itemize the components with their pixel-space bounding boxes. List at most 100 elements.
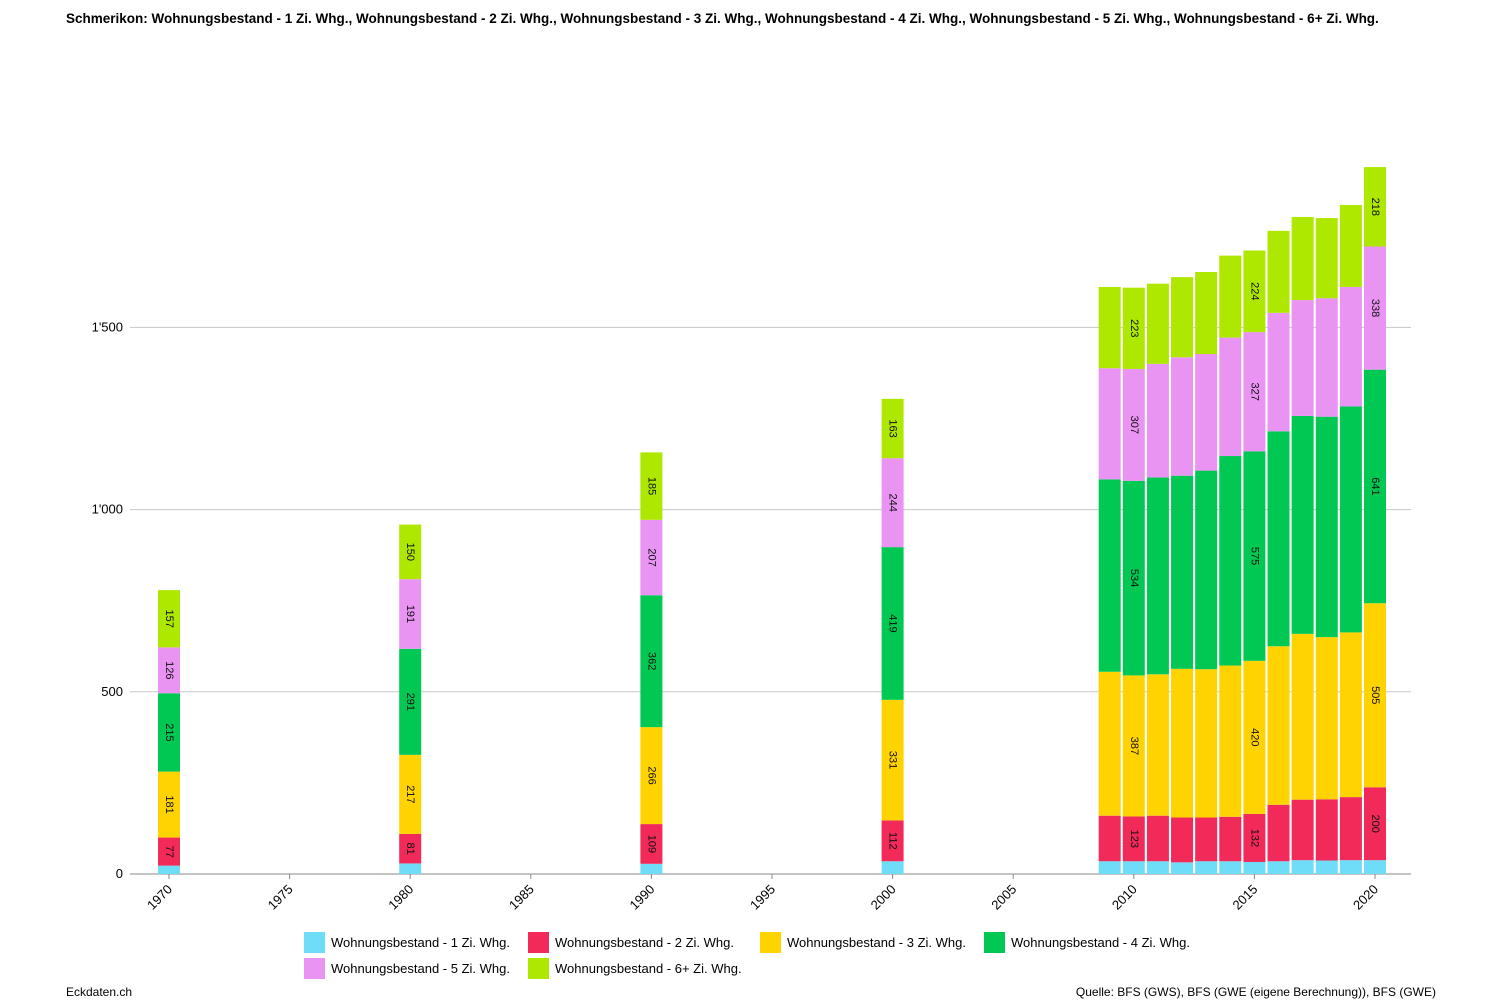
bar-segment	[1171, 475, 1194, 669]
bar-segment	[158, 771, 180, 838]
legend-swatch	[304, 932, 325, 953]
bar-segment	[1098, 368, 1121, 480]
bar-segment	[881, 398, 904, 459]
data-label: 307	[1128, 416, 1140, 434]
bar-segment	[1339, 204, 1362, 287]
data-label: 362	[645, 652, 657, 670]
bar-segment	[1315, 218, 1338, 299]
data-label: 112	[887, 832, 899, 850]
bar-segment	[1315, 637, 1338, 800]
x-tick-label: 1980	[385, 882, 416, 913]
data-label: 505	[1369, 686, 1381, 704]
bar-segment	[1195, 817, 1218, 862]
bar-segment	[1267, 431, 1290, 647]
bar-segment	[881, 699, 904, 821]
bar-segment	[1339, 860, 1362, 874]
bar-segment	[1364, 369, 1386, 604]
data-label: 215	[163, 723, 175, 741]
bar-segment	[1146, 815, 1169, 862]
bar-segment	[1171, 357, 1194, 476]
legend-item-5zi[interactable]: Wohnungsbestand - 5 Zi. Whg.	[304, 958, 510, 979]
bar-segment	[1267, 312, 1290, 432]
footer-brand[interactable]: Eckdaten.ch	[66, 985, 133, 999]
bar-segment	[1219, 861, 1242, 874]
bar-segment	[1315, 298, 1338, 417]
bar-segment	[881, 861, 904, 874]
data-label: 150	[404, 543, 416, 561]
legend-swatch	[984, 932, 1005, 953]
bar-segment	[1098, 815, 1121, 862]
data-label: 224	[1248, 282, 1260, 300]
bar-segment	[1267, 804, 1290, 862]
legend-swatch	[528, 958, 549, 979]
x-tick-label: 2015	[1229, 882, 1260, 913]
bar-segment	[1291, 216, 1314, 301]
x-tick-label: 1970	[144, 882, 175, 913]
bar-segment	[1122, 287, 1145, 369]
legend-item-1zi[interactable]: Wohnungsbestand - 1 Zi. Whg.	[304, 932, 510, 953]
bar-segment	[399, 754, 422, 834]
data-label: 132	[1248, 829, 1260, 847]
bar-segment	[640, 727, 663, 825]
data-label: 575	[1248, 547, 1260, 565]
bar-segment	[1146, 674, 1169, 816]
legend-label: Wohnungsbestand - 3 Zi. Whg.	[787, 935, 966, 950]
legend-item-3zi[interactable]: Wohnungsbestand - 3 Zi. Whg.	[760, 932, 966, 953]
x-tick-label: 1990	[626, 882, 657, 913]
bar-segment	[1122, 675, 1145, 817]
bar-segment	[1146, 861, 1169, 874]
bar-segment	[1219, 337, 1242, 457]
bar-segment	[1171, 277, 1194, 358]
data-label: 191	[404, 605, 416, 623]
y-tick-label: 500	[101, 684, 123, 699]
legend-item-4zi[interactable]: Wohnungsbestand - 4 Zi. Whg.	[984, 932, 1190, 953]
bar-segment	[1098, 479, 1121, 672]
bar-segment	[399, 863, 422, 874]
legend-item-6zi[interactable]: Wohnungsbestand - 6+ Zi. Whg.	[528, 958, 742, 979]
bar-segment	[1364, 246, 1386, 370]
x-tick-label: 1975	[265, 882, 296, 913]
bar-segment	[1291, 415, 1314, 634]
bar-segment	[1291, 860, 1314, 874]
footer-source: Quelle: BFS (GWS), BFS (GWE (eigene Bere…	[1075, 985, 1436, 999]
data-label: 641	[1369, 477, 1381, 495]
x-tick-label: 2010	[1109, 882, 1140, 913]
legend-label: Wohnungsbestand - 2 Zi. Whg.	[555, 935, 734, 950]
bar-segment	[1122, 816, 1145, 862]
data-label: 200	[1369, 815, 1381, 833]
data-label: 109	[645, 835, 657, 853]
y-tick-label: 0	[116, 866, 123, 881]
data-label: 123	[1128, 830, 1140, 848]
legend-swatch	[528, 932, 549, 953]
data-label: 419	[887, 614, 899, 632]
data-label: 244	[887, 493, 899, 511]
bar-segment	[1315, 416, 1338, 638]
bar-segment	[1243, 332, 1266, 452]
y-tick-label: 1'000	[92, 502, 123, 517]
bar-segment	[881, 458, 904, 548]
bar-segment	[1219, 456, 1242, 666]
bar-segment	[399, 648, 422, 755]
data-label: 327	[1248, 383, 1260, 401]
bar-segment	[158, 647, 180, 694]
bar-segment	[1339, 797, 1362, 861]
bar-segment	[1219, 816, 1242, 862]
bar-segment	[1243, 861, 1266, 874]
bar-segment	[1122, 368, 1145, 481]
bar-segment	[1267, 230, 1290, 313]
bar-segment	[1219, 665, 1242, 817]
data-label: 217	[404, 785, 416, 803]
bar-segment	[1339, 632, 1362, 798]
bar-segment	[1098, 286, 1121, 369]
bar-segment	[1195, 354, 1218, 471]
x-tick-label: 2005	[988, 882, 1019, 913]
legend-item-2zi[interactable]: Wohnungsbestand - 2 Zi. Whg.	[528, 932, 734, 953]
bar-segment	[1243, 250, 1266, 333]
bar-segment	[1171, 668, 1194, 818]
bar-segment	[640, 824, 663, 864]
bar-segment	[1122, 861, 1145, 874]
x-tick-label: 1995	[747, 882, 778, 913]
bar-segment	[1339, 406, 1362, 633]
y-tick-label: 1'500	[92, 319, 123, 334]
